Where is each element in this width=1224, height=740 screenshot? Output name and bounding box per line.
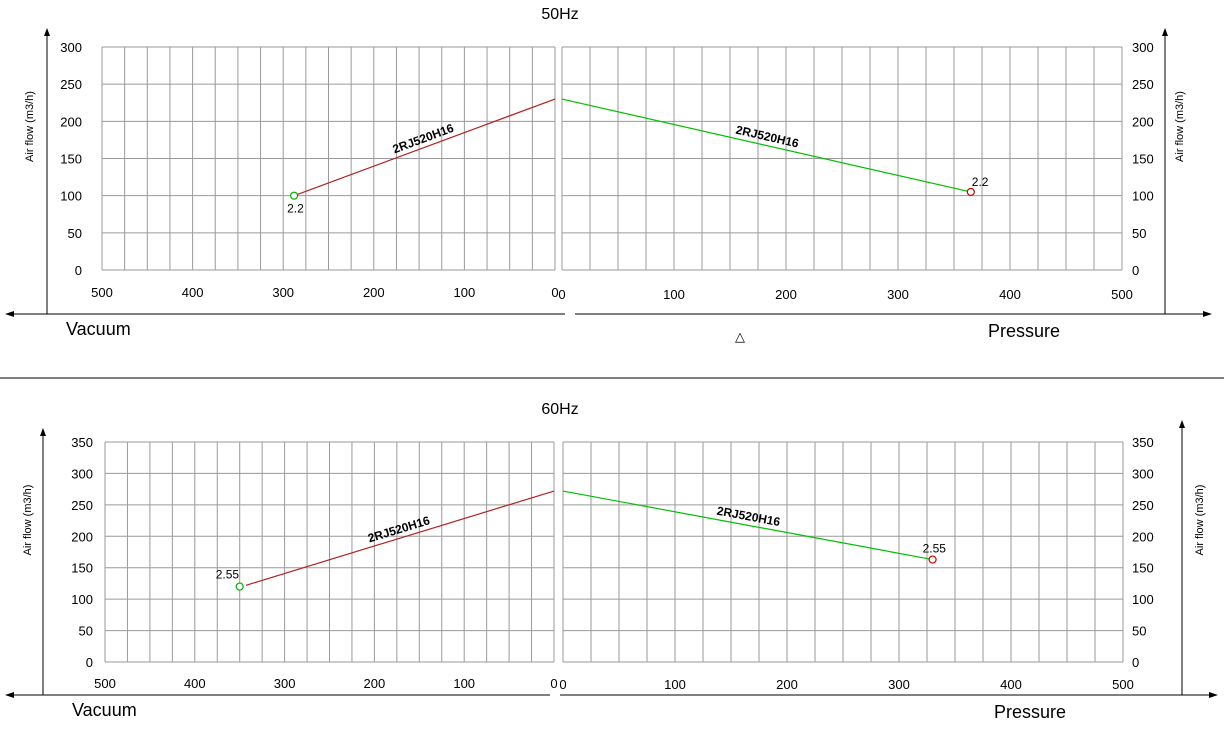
chart-title: 60Hz (541, 401, 578, 418)
y-tick-label: 0 (75, 263, 82, 278)
y-tick-label: 250 (71, 498, 93, 513)
operating-point-label-vacuum: 2.55 (216, 568, 240, 582)
x-tick-label-pressure: 200 (776, 677, 798, 692)
operating-point-label-pressure: 2.55 (923, 542, 947, 556)
series-line-pressure (561, 98, 971, 193)
x-tick-label-vacuum: 100 (454, 285, 476, 300)
vacuum-x-axis-arrow (5, 692, 14, 698)
x-tick-label-vacuum: 400 (184, 676, 206, 691)
y-tick-label: 150 (1132, 152, 1154, 167)
x-tick-label-vacuum: 200 (363, 285, 385, 300)
right-y-axis-arrow (1179, 420, 1185, 428)
y-tick-label: 300 (71, 466, 93, 481)
y-tick-label: 200 (1132, 529, 1154, 544)
series-line-pressure (562, 490, 933, 561)
x-tick-label-pressure: 100 (663, 287, 685, 302)
series-label-pressure: 2RJ520H16 (735, 123, 801, 151)
y-tick-label: 150 (1132, 561, 1154, 576)
y-tick-label: 300 (1132, 40, 1154, 55)
pressure-x-axis-arrow (1203, 311, 1212, 317)
y-tick-label: 50 (68, 226, 82, 241)
y-tick-label: 250 (1132, 498, 1154, 513)
y-tick-label: 250 (1132, 77, 1154, 92)
operating-point-marker-vacuum (235, 582, 244, 591)
operating-point-marker-pressure (928, 555, 937, 564)
y-tick-label: 200 (60, 114, 82, 129)
y-tick-label: 350 (1132, 435, 1154, 450)
y-tick-label: 0 (86, 655, 93, 670)
y-tick-label: 100 (60, 189, 82, 204)
operating-point-label-pressure: 2.2 (972, 175, 989, 189)
x-tick-label-pressure: 300 (887, 287, 909, 302)
left-y-axis-arrow (40, 428, 46, 436)
pressure-label: Pressure (994, 702, 1066, 722)
x-tick-label-pressure: 0 (558, 287, 565, 302)
chart-title: 50Hz (541, 6, 578, 23)
x-tick-label-pressure: 100 (664, 677, 686, 692)
x-tick-label-vacuum: 100 (453, 676, 475, 691)
y-tick-label: 150 (71, 561, 93, 576)
y-axis-label-right: Air flow (m3/h) (1194, 485, 1206, 556)
series-label-vacuum: 2RJ520H16 (391, 121, 456, 156)
operating-point-label-vacuum: 2.2 (287, 202, 304, 216)
x-tick-label-pressure: 500 (1111, 287, 1133, 302)
pressure-x-axis-arrow (1209, 692, 1218, 698)
y-axis-label-right: Air flow (m3/h) (1174, 91, 1186, 162)
operating-point-marker-vacuum (289, 191, 299, 200)
x-tick-label-vacuum: 0 (550, 676, 557, 691)
x-tick-label-pressure: 500 (1112, 677, 1134, 692)
y-tick-label: 150 (60, 152, 82, 167)
y-axis-label-left: Air flow (m3/h) (24, 91, 36, 162)
series-line-vacuum (245, 490, 555, 586)
operating-point-marker-pressure (966, 187, 975, 197)
y-tick-label: 50 (1132, 624, 1146, 639)
x-tick-label-pressure: 400 (1000, 677, 1022, 692)
x-tick-label-pressure: 0 (559, 677, 566, 692)
y-tick-label: 300 (1132, 466, 1154, 481)
x-tick-label-pressure: 400 (999, 287, 1021, 302)
x-tick-label-vacuum: 300 (272, 285, 294, 300)
y-tick-label: 0 (1132, 655, 1139, 670)
pressure-label: Pressure (988, 321, 1060, 341)
y-tick-label: 200 (71, 529, 93, 544)
x-tick-label-vacuum: 500 (91, 285, 113, 300)
y-tick-label: 200 (1132, 114, 1154, 129)
vacuum-label: Vacuum (72, 700, 137, 720)
delta-symbol: △ (735, 329, 745, 344)
right-y-axis-arrow (1162, 28, 1168, 36)
y-tick-label: 100 (1132, 592, 1154, 607)
y-axis-label-left: Air flow (m3/h) (22, 485, 34, 556)
x-tick-label-vacuum: 500 (94, 676, 116, 691)
x-tick-label-vacuum: 300 (274, 676, 296, 691)
vacuum-x-axis-arrow (5, 311, 14, 317)
y-tick-label: 50 (1132, 226, 1146, 241)
vacuum-label: Vacuum (66, 319, 131, 339)
x-tick-label-pressure: 200 (775, 287, 797, 302)
y-tick-label: 100 (71, 592, 93, 607)
left-y-axis-arrow (44, 28, 50, 36)
series-line-vacuum (293, 98, 556, 197)
x-tick-label-vacuum: 0 (551, 285, 558, 300)
y-tick-label: 250 (60, 77, 82, 92)
y-tick-label: 300 (60, 40, 82, 55)
y-tick-label: 50 (79, 624, 93, 639)
y-tick-label: 100 (1132, 189, 1154, 204)
x-tick-label-vacuum: 400 (182, 285, 204, 300)
x-tick-label-vacuum: 200 (364, 676, 386, 691)
series-label-vacuum: 2RJ520H16 (366, 513, 432, 545)
y-tick-label: 350 (71, 435, 93, 450)
y-tick-label: 0 (1132, 263, 1139, 278)
x-tick-label-pressure: 300 (888, 677, 910, 692)
